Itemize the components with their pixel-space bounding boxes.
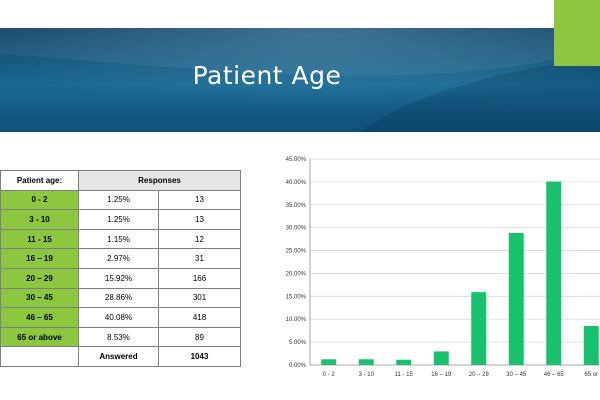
percent-cell: 15.92%: [78, 267, 159, 289]
age-cell: 0 - 2: [0, 189, 79, 211]
y-tick-label: 0.00%: [289, 363, 307, 369]
percent-cell: 28.86%: [78, 287, 159, 309]
x-tick-label: 11 - 15: [395, 372, 414, 378]
bar: [433, 351, 449, 365]
green-accent-tab: [554, 0, 600, 66]
y-tick-label: 30.00%: [286, 226, 307, 232]
answered-label: Answered: [78, 346, 159, 367]
y-tick-label: 25.00%: [286, 249, 307, 255]
footer-blank-cell: [0, 346, 79, 367]
age-column-header: Patient age:: [0, 170, 79, 191]
percent-cell: 8.53%: [78, 326, 159, 348]
age-cell: 16 – 19: [0, 248, 79, 269]
age-cell: 46 – 65: [0, 307, 79, 328]
patient-age-table: Patient age: Responses 0 - 2 1.25% 13 3 …: [0, 170, 241, 367]
count-cell: 418: [158, 307, 241, 328]
bar: [321, 359, 337, 365]
title-banner: [0, 28, 600, 132]
count-cell: 13: [158, 189, 241, 211]
y-tick-label: 10.00%: [286, 317, 307, 323]
percent-cell: 40.08%: [78, 307, 159, 328]
bar: [471, 292, 487, 365]
table-row: 20 – 29 15.92% 166: [0, 267, 241, 289]
x-axis-ticks: 0 - 2 3 - 10 11 - 15 16 – 19 20 – 29 30 – 45 4…: [323, 372, 598, 378]
percent-cell: 1.15%: [78, 228, 159, 250]
count-cell: 166: [158, 267, 241, 289]
count-cell: 31: [158, 248, 241, 269]
age-cell: 65 or above: [0, 326, 79, 348]
table-row: 3 - 10 1.25% 13: [0, 209, 241, 230]
x-tick-label: 30 – 45: [506, 372, 527, 378]
x-tick-label: 16 – 19: [431, 372, 452, 378]
table-row: 11 - 15 1.15% 12: [0, 228, 241, 250]
answered-total: 1043: [158, 346, 241, 367]
age-cell: 20 – 29: [0, 267, 79, 289]
x-tick-label: 0 - 2: [323, 372, 336, 378]
age-cell: 30 – 45: [0, 287, 79, 309]
y-tick-label: 15.00%: [286, 294, 307, 300]
count-cell: 12: [158, 228, 241, 250]
table-footer-row: Answered 1043: [0, 346, 241, 367]
x-tick-label: 3 - 10: [359, 372, 375, 378]
table-row: 30 – 45 28.86% 301: [0, 287, 241, 309]
y-axis-ticks: 0.00% 5.00% 10.00% 15.00% 20.00% 25.00% 30.00%…: [286, 157, 307, 369]
y-tick-label: 35.00%: [286, 203, 307, 209]
count-cell: 89: [158, 326, 241, 348]
y-tick-label: 45.00%: [286, 157, 307, 163]
bar: [508, 232, 524, 365]
x-tick-label: 20 – 29: [469, 372, 490, 378]
age-bar-chart: 0.00% 5.00% 10.00% 15.00% 20.00% 25.00% 30.00%…: [286, 157, 600, 378]
table-row: 46 – 65 40.08% 418: [0, 307, 241, 328]
banner-swoosh: [0, 28, 600, 132]
slide-title: Patient Age: [192, 61, 342, 90]
bar: [546, 181, 562, 365]
age-cell: 11 - 15: [0, 228, 79, 250]
y-tick-label: 5.00%: [289, 340, 307, 346]
percent-cell: 1.25%: [78, 209, 159, 230]
count-cell: 301: [158, 287, 241, 309]
chart-bars: [321, 181, 599, 365]
percent-cell: 2.97%: [78, 248, 159, 269]
bar: [358, 359, 374, 365]
x-tick-label: 46 – 65: [544, 372, 565, 378]
table-row: 16 – 19 2.97% 31: [0, 248, 241, 269]
age-cell: 3 - 10: [0, 209, 79, 230]
percent-cell: 1.25%: [78, 189, 159, 211]
count-cell: 13: [158, 209, 241, 230]
y-tick-label: 20.00%: [286, 271, 307, 277]
x-tick-label: 65 or: [584, 372, 598, 378]
table-header-row: Patient age: Responses: [0, 170, 241, 191]
table-row: 65 or above 8.53% 89: [0, 326, 241, 348]
bar: [396, 359, 412, 365]
responses-column-header: Responses: [78, 170, 241, 191]
table-row: 0 - 2 1.25% 13: [0, 189, 241, 211]
y-tick-label: 40.00%: [286, 180, 307, 186]
bar: [583, 325, 599, 365]
